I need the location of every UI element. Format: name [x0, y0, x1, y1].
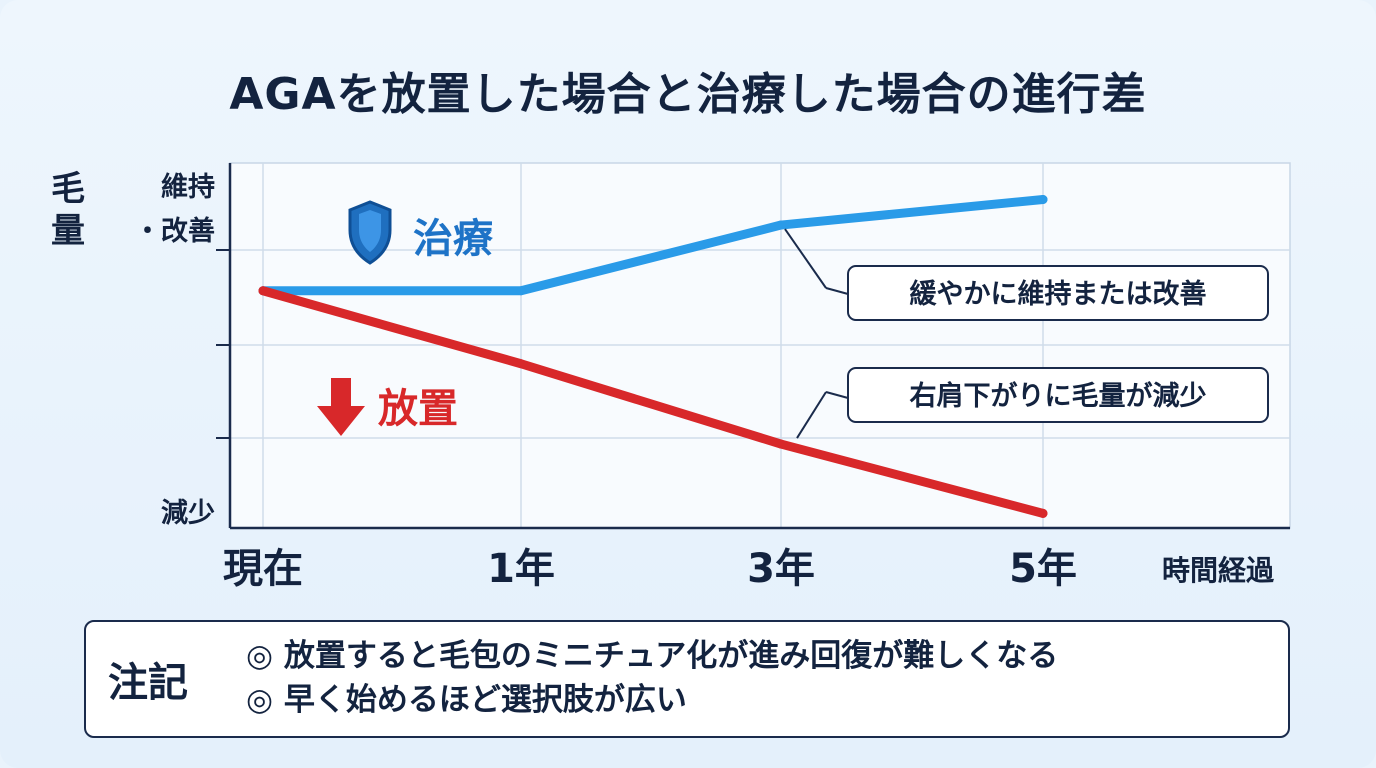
- annotation-leader: [784, 228, 827, 289]
- data-point: [1038, 508, 1048, 518]
- annotation-box: [847, 265, 1269, 321]
- page-title: AGAを放置した場合と治療した場合の進行差: [229, 69, 1147, 120]
- annotation-leader: [825, 287, 849, 295]
- series-label-untreated: 放置: [378, 386, 458, 432]
- x-tick-label: 5年: [1009, 546, 1077, 592]
- annotation-leader: [825, 391, 849, 399]
- annotation-leader: [796, 391, 827, 439]
- y-bottom-label: 減少: [161, 498, 215, 529]
- data-point: [776, 220, 786, 230]
- series-line-untreated: [258, 286, 1048, 518]
- x-tick-label: 3年: [747, 546, 815, 592]
- data-point: [776, 439, 786, 449]
- x-tick-label: 1年: [487, 546, 555, 592]
- data-point: [516, 286, 526, 296]
- annotation-text: 右肩下がりに毛量が減少: [910, 380, 1207, 412]
- y-top-label: 維持: [161, 172, 215, 203]
- data-point: [1038, 195, 1048, 204]
- y-top-label: ・改善: [134, 215, 215, 247]
- notes-title: 注記: [108, 660, 188, 706]
- series-label-treatment: 治療: [413, 216, 494, 262]
- down-arrow-icon: [317, 378, 365, 436]
- note-item: ◎ 早く始めるほど選択肢が広い: [246, 682, 687, 718]
- note-item: ◎ 放置すると毛包のミニチュア化が進み回復が難しくなる: [246, 638, 1059, 674]
- notes-box: 注記 ◎ 放置すると毛包のミニチュア化が進み回復が難しくなる ◎ 早く始めるほど…: [84, 620, 1290, 738]
- y-axis-label: 量: [51, 211, 85, 251]
- y-axis-label: 毛: [51, 169, 85, 209]
- data-point: [516, 359, 526, 369]
- shield-icon-inner: [359, 210, 381, 252]
- series-line-treatment: [258, 195, 1048, 296]
- annotation-text: 緩やかに維持または改善: [910, 278, 1207, 310]
- x-axis-label: 時間経過: [1162, 554, 1275, 587]
- data-point: [258, 286, 268, 296]
- notes-list: ◎ 放置すると毛包のミニチュア化が進み回復が難しくなる ◎ 早く始めるほど選択肢…: [246, 634, 1058, 722]
- annotation-box: [847, 367, 1269, 423]
- x-tick-label: 現在: [223, 546, 303, 592]
